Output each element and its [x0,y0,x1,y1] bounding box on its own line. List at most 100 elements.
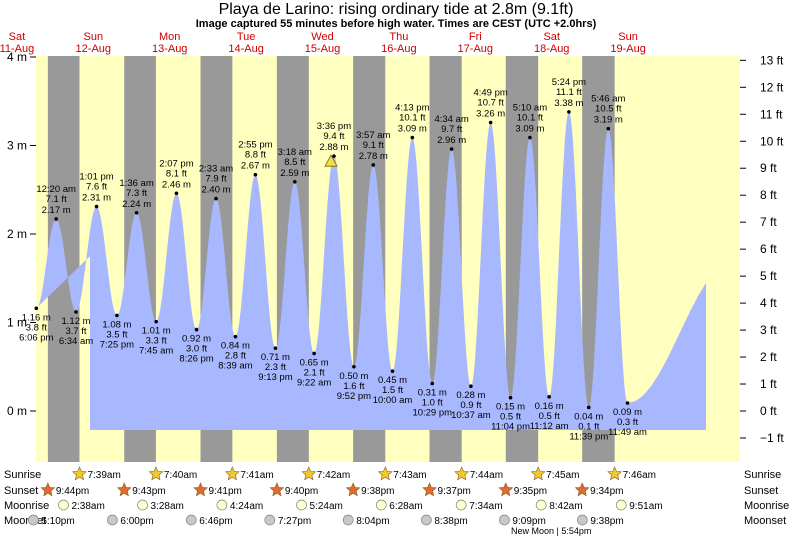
tide-height-ft: 10.1 ft [517,113,544,124]
sunrise-event: 7:43am [377,466,427,481]
tide-height-ft: 10.5 ft [595,104,622,115]
tide-height-m: 0.31 m [418,388,447,399]
high-tide: 3:18 am8.5 ft2.59 m [278,147,312,184]
high-tide: 3:57 am9.1 ft2.78 m [356,130,391,167]
low-tide: 0.65 m2.1 ft9:22 am [297,351,331,388]
tide-time: 5:46 am [591,94,625,105]
current-tide-marker [324,154,338,167]
sunset-event: 9:38pm [345,482,395,497]
tide-height-m: 2.40 m [201,185,230,196]
moonrise-icon [58,499,69,511]
sunrise-time: 7:42am [317,470,350,481]
day-name: Fri [469,31,482,43]
tide-height-m: 0.71 m [261,352,290,363]
tide-height-ft: 3.7 ft [65,326,86,337]
tide-height-ft: 1.5 ft [382,385,403,396]
tide-height-ft: 3.3 ft [146,336,167,347]
left-tick-label: 1 m [7,316,27,330]
moonrise-time: 4:24am [230,501,263,512]
left-tick-label: 4 m [7,50,27,64]
tide-height-ft: 8.1 ft [166,168,187,179]
moonset-event: 7:27pm [264,514,311,527]
tide-time: 3:57 am [356,130,390,141]
right-tick-label: 0 ft [760,404,777,418]
sunset-event: 9:43pm [116,482,166,497]
moonrise-time: 6:28am [389,501,422,512]
moonrise-event: 3:28am [137,499,184,512]
tide-height-m: 1.12 m [61,316,90,327]
moonset-icon [264,514,276,526]
tide-point [430,381,435,386]
moonset-icon [499,514,510,526]
moonrise-event: 8:42am [535,499,583,512]
tide-height-m: 1.08 m [102,319,131,330]
low-tide: 0.71 m2.3 ft9:13 pm [258,346,293,383]
moonrise-event: 4:24am [216,499,263,512]
moonset-event: 6:46pm [185,514,233,527]
tide-height-m: 0.84 m [221,341,250,352]
tide-time: 6:06 pm [19,332,53,343]
moonrise-label-left: Moonrise [4,500,49,512]
tide-time: 9:52 pm [337,391,371,402]
day-name: Sun [84,31,104,43]
right-tick-label: 12 ft [760,80,784,94]
tide-height-ft: 0.1 ft [578,421,599,432]
tide-time: 2:33 am [199,164,233,175]
tide-height-ft: 7.1 ft [46,194,67,205]
tide-height-m: 0.92 m [182,334,211,345]
tide-point [625,401,630,405]
tide-point [352,364,356,369]
tide-height-m: 2.31 m [82,193,111,204]
moonset-label-left: Moonset [4,515,46,527]
low-tide: 1.01 m3.3 ft7:45 am [139,319,173,357]
moonrise-time: 5:24am [309,501,342,512]
tide-height-m: 0.04 m [574,411,603,422]
tide-point [115,313,119,318]
tide-time: 8:39 am [218,361,252,372]
tide-height-ft: 0.5 ft [500,412,521,423]
sunrise-label-right: Sunrise [744,469,781,481]
high-tide: 12:20 am7.1 ft2.17 m [36,184,76,221]
tide-point [586,405,591,410]
tide-height-ft: 10.1 ft [399,113,426,124]
tide-height-m: 2.46 m [162,179,191,190]
tide-time: 7:25 pm [100,339,134,350]
almanac: Sunrise Sunrise 7:39am 7:40am 7:41am 7:42am 7:… [4,466,789,536]
tide-time: 10:29 pm [412,408,452,419]
sunrise-icon [530,466,546,481]
day-date: 16-Aug [381,43,416,55]
tide-height-ft: 0.3 ft [617,417,638,428]
tide-time: 1:36 am [119,178,153,189]
moonrise-event: 7:34am [455,499,503,512]
moonrise-icon [137,499,148,511]
tide-height-m: 0.45 m [378,375,407,386]
new-moon-note: New Moon | 5:54pm [511,526,591,536]
low-tide: 1.12 m3.7 ft6:34 am [59,310,93,347]
tide-height-m: 0.28 m [456,390,485,401]
tide-time: 10:37 am [451,410,491,421]
tide-time: 5:24 pm [552,77,586,88]
sunset-time: 9:35pm [514,486,547,497]
tide-point [371,163,376,167]
high-tide: 1:01 pm7.6 ft2.31 m [79,172,114,209]
tide-height-ft: 7.6 ft [86,182,107,193]
low-tide: 0.50 m1.6 ft9:52 pm [337,364,371,402]
tide-height-ft: 11.1 ft [556,87,582,98]
tide-height-m: 0.50 m [339,371,368,382]
moonset-event: 5:10pm [28,514,75,527]
low-tide: 1.08 m3.5 ft7:25 pm [100,313,134,350]
tide-height-ft: 2.8 ft [225,351,246,362]
right-tick-label: 5 ft [760,269,777,283]
moonset-time: 6:46pm [199,516,232,527]
sunset-event: 9:34pm [574,482,624,497]
tide-height-m: 2.17 m [42,205,71,216]
tide-point [547,395,551,399]
tide-point [214,196,218,201]
tide-height-m: 2.78 m [359,151,388,162]
